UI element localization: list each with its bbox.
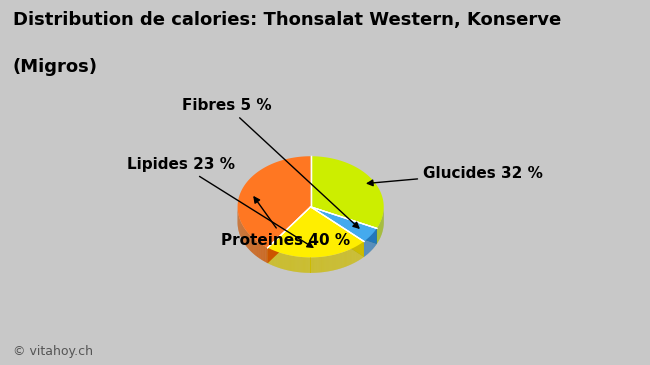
Text: © vitahoy.ch: © vitahoy.ch bbox=[13, 345, 93, 358]
Polygon shape bbox=[268, 207, 364, 257]
Polygon shape bbox=[268, 207, 311, 263]
Polygon shape bbox=[264, 246, 265, 262]
Polygon shape bbox=[311, 207, 377, 241]
Text: (Migros): (Migros) bbox=[13, 58, 98, 76]
Text: Glucides 32 %: Glucides 32 % bbox=[367, 166, 543, 186]
Polygon shape bbox=[311, 156, 384, 228]
Text: Proteines 40 %: Proteines 40 % bbox=[221, 197, 350, 248]
Polygon shape bbox=[268, 207, 311, 263]
Polygon shape bbox=[263, 245, 264, 261]
Text: Lipides 23 %: Lipides 23 % bbox=[127, 157, 313, 247]
Polygon shape bbox=[311, 207, 377, 244]
Polygon shape bbox=[311, 207, 364, 257]
Polygon shape bbox=[311, 207, 377, 244]
Polygon shape bbox=[311, 207, 364, 257]
Polygon shape bbox=[237, 156, 311, 248]
Polygon shape bbox=[265, 247, 266, 262]
Polygon shape bbox=[262, 245, 263, 260]
Polygon shape bbox=[259, 243, 260, 259]
Polygon shape bbox=[266, 247, 267, 263]
Polygon shape bbox=[267, 247, 268, 263]
Text: Fibres 5 %: Fibres 5 % bbox=[181, 98, 359, 228]
Polygon shape bbox=[260, 243, 261, 259]
Polygon shape bbox=[261, 244, 262, 260]
Text: Distribution de calories: Thonsalat Western, Konserve: Distribution de calories: Thonsalat West… bbox=[13, 11, 561, 29]
